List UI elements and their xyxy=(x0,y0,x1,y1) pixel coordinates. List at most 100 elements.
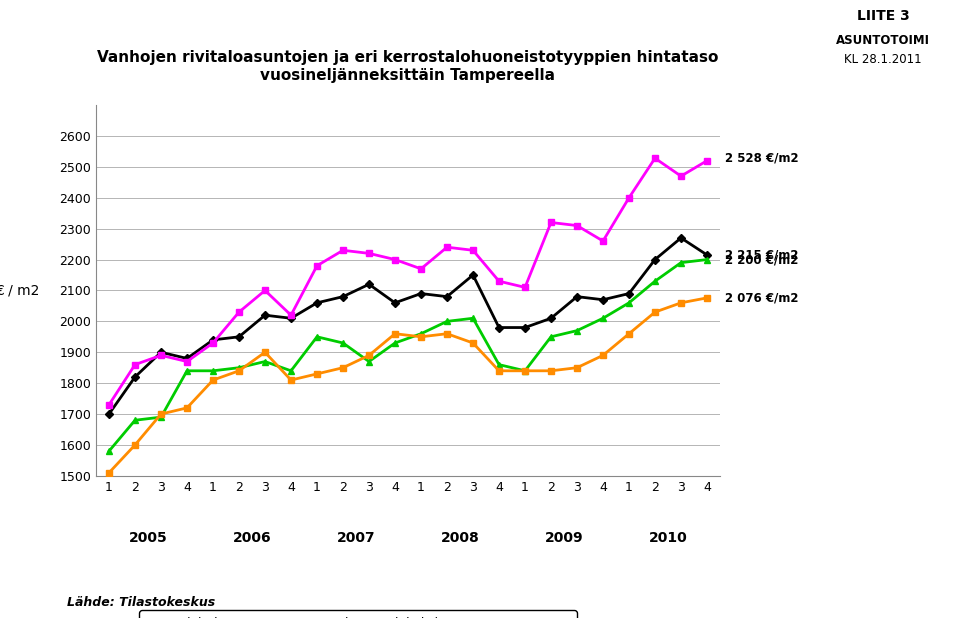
Y-axis label: € / m2: € / m2 xyxy=(0,284,39,297)
rivitaloasunnot xyxy=(597,296,609,303)
rivitaloasunnot xyxy=(701,251,712,258)
kerrostalokolmiot ja sitä suuremmat xyxy=(285,376,297,384)
kerrostaloyksiöt xyxy=(649,154,660,162)
Text: 2007: 2007 xyxy=(337,531,375,546)
rivitaloasunnot xyxy=(519,324,531,331)
kerrostaloyksiöt xyxy=(130,361,141,368)
rivitaloasunnot xyxy=(259,311,271,319)
kerrostalokaksiot xyxy=(259,358,271,365)
kerrostalokolmiot ja sitä suuremmat xyxy=(545,367,557,375)
kerrostalokaksiot xyxy=(597,315,609,322)
kerrostalokolmiot ja sitä suuremmat xyxy=(337,364,348,371)
Text: 2005: 2005 xyxy=(129,531,167,546)
kerrostalokolmiot ja sitä suuremmat xyxy=(493,367,505,375)
kerrostalokaksiot xyxy=(389,339,400,347)
rivitaloasunnot xyxy=(649,256,660,263)
rivitaloasunnot xyxy=(416,290,427,297)
kerrostaloyksiöt xyxy=(104,401,115,408)
kerrostalokaksiot xyxy=(468,315,479,322)
kerrostalokolmiot ja sitä suuremmat xyxy=(623,330,635,337)
rivitaloasunnot xyxy=(130,373,141,381)
kerrostaloyksiöt xyxy=(468,247,479,254)
rivitaloasunnot xyxy=(493,324,505,331)
rivitaloasunnot xyxy=(207,336,219,344)
rivitaloasunnot xyxy=(468,271,479,279)
Text: LIITE 3: LIITE 3 xyxy=(857,9,909,23)
kerrostalokaksiot xyxy=(649,277,660,285)
kerrostaloyksiöt xyxy=(259,287,271,294)
kerrostalokolmiot ja sitä suuremmat xyxy=(468,339,479,347)
Text: 2006: 2006 xyxy=(232,531,272,546)
kerrostaloyksiöt xyxy=(233,308,245,316)
kerrostalokolmiot ja sitä suuremmat xyxy=(181,404,193,412)
Line: rivitaloasunnot: rivitaloasunnot xyxy=(107,235,709,417)
kerrostalokaksiot xyxy=(493,361,505,368)
rivitaloasunnot xyxy=(623,290,635,297)
Line: kerrostalokaksiot: kerrostalokaksiot xyxy=(106,256,710,455)
rivitaloasunnot xyxy=(156,349,167,356)
kerrostalokolmiot ja sitä suuremmat xyxy=(597,352,609,359)
rivitaloasunnot xyxy=(442,293,453,300)
kerrostalokaksiot xyxy=(701,256,712,263)
kerrostalokolmiot ja sitä suuremmat xyxy=(389,330,400,337)
kerrostaloyksiöt xyxy=(701,157,712,164)
Legend: rivitaloasunnot, kerrostaloyksiöt, kerrostalokaksiot, kerrostalokolmiot ja sitä : rivitaloasunnot, kerrostaloyksiöt, kerro… xyxy=(139,610,577,618)
kerrostalokolmiot ja sitä suuremmat xyxy=(701,294,712,302)
kerrostalokaksiot xyxy=(571,327,583,334)
Text: ASUNTOTOIMI: ASUNTOTOIMI xyxy=(836,34,930,47)
rivitaloasunnot xyxy=(545,315,557,322)
kerrostalokaksiot xyxy=(285,367,297,375)
Text: 2009: 2009 xyxy=(544,531,584,546)
kerrostalokolmiot ja sitä suuremmat xyxy=(259,349,271,356)
Text: Vanhojen rivitaloasuntojen ja eri kerrostalohuoneistotyyppien hintataso: Vanhojen rivitaloasuntojen ja eri kerros… xyxy=(97,50,719,65)
rivitaloasunnot xyxy=(285,315,297,322)
kerrostaloyksiöt xyxy=(181,358,193,365)
kerrostalokaksiot xyxy=(545,333,557,341)
rivitaloasunnot xyxy=(233,333,245,341)
kerrostaloyksiöt xyxy=(519,284,531,291)
Line: kerrostalokolmiot ja sitä suuremmat: kerrostalokolmiot ja sitä suuremmat xyxy=(107,295,709,475)
kerrostaloyksiöt xyxy=(442,243,453,251)
rivitaloasunnot xyxy=(389,299,400,307)
kerrostalokaksiot xyxy=(181,367,193,375)
kerrostalokolmiot ja sitä suuremmat xyxy=(130,441,141,449)
kerrostaloyksiöt xyxy=(623,194,635,201)
kerrostaloyksiöt xyxy=(311,262,323,269)
kerrostaloyksiöt xyxy=(597,237,609,245)
kerrostalokolmiot ja sitä suuremmat xyxy=(649,308,660,316)
kerrostaloyksiöt xyxy=(389,256,400,263)
Line: kerrostaloyksiöt: kerrostaloyksiöt xyxy=(107,156,709,407)
kerrostalokolmiot ja sitä suuremmat xyxy=(156,410,167,418)
rivitaloasunnot xyxy=(104,410,115,418)
Text: 2010: 2010 xyxy=(649,531,687,546)
kerrostalokaksiot xyxy=(363,358,374,365)
kerrostalokolmiot ja sitä suuremmat xyxy=(519,367,531,375)
kerrostaloyksiöt xyxy=(675,172,686,180)
kerrostalokolmiot ja sitä suuremmat xyxy=(233,367,245,375)
rivitaloasunnot xyxy=(571,293,583,300)
kerrostalokolmiot ja sitä suuremmat xyxy=(675,299,686,307)
kerrostalokolmiot ja sitä suuremmat xyxy=(104,469,115,476)
Text: Lähde: Tilastokeskus: Lähde: Tilastokeskus xyxy=(67,596,215,609)
kerrostaloyksiöt xyxy=(156,352,167,359)
kerrostaloyksiöt xyxy=(416,265,427,273)
kerrostalokolmiot ja sitä suuremmat xyxy=(363,352,374,359)
kerrostaloyksiöt xyxy=(363,250,374,257)
kerrostalokolmiot ja sitä suuremmat xyxy=(416,333,427,341)
kerrostalokolmiot ja sitä suuremmat xyxy=(311,370,323,378)
kerrostalokaksiot xyxy=(623,299,635,307)
Text: 2 528 €/m2: 2 528 €/m2 xyxy=(725,151,799,165)
Text: KL 28.1.2011: KL 28.1.2011 xyxy=(845,53,922,66)
kerrostaloyksiöt xyxy=(571,222,583,229)
kerrostalokaksiot xyxy=(233,364,245,371)
kerrostalokolmiot ja sitä suuremmat xyxy=(571,364,583,371)
kerrostalokaksiot xyxy=(130,417,141,424)
kerrostalokaksiot xyxy=(311,333,323,341)
kerrostaloyksiöt xyxy=(493,277,505,285)
kerrostaloyksiöt xyxy=(337,247,348,254)
rivitaloasunnot xyxy=(337,293,348,300)
kerrostalokaksiot xyxy=(519,367,531,375)
kerrostalokolmiot ja sitä suuremmat xyxy=(207,376,219,384)
Text: 2 215 €/m2: 2 215 €/m2 xyxy=(725,248,799,261)
kerrostalokaksiot xyxy=(337,339,348,347)
